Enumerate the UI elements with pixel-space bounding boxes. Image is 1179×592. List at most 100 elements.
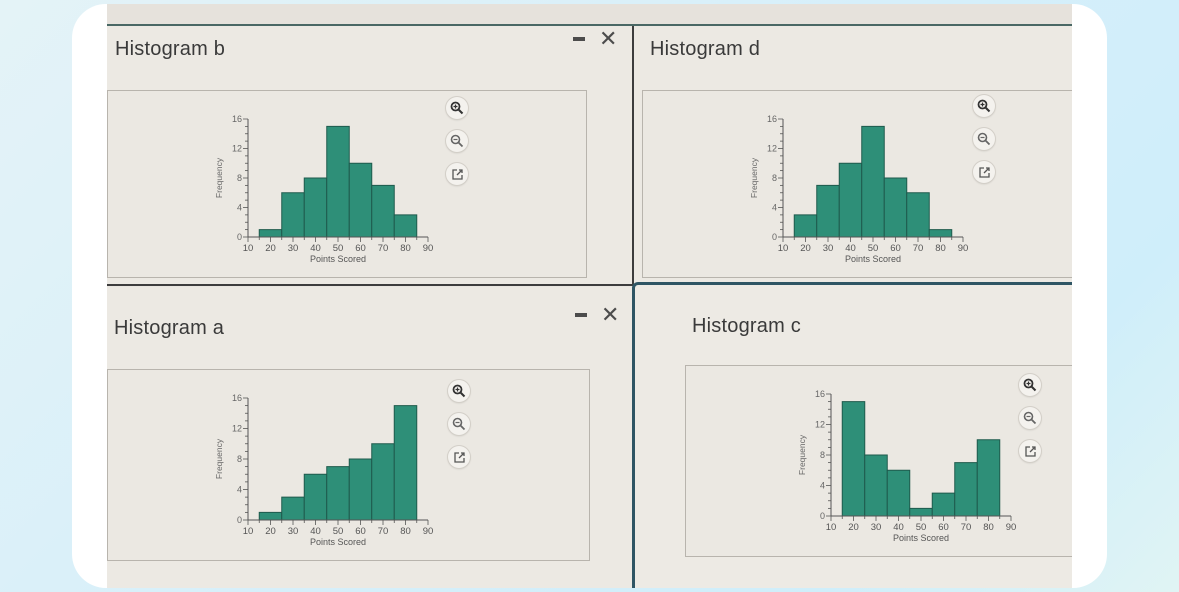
open-external-button[interactable] — [973, 161, 995, 183]
zoom-out-button[interactable] — [446, 130, 468, 152]
histogram-bar — [864, 454, 888, 517]
zoom-out-icon — [450, 134, 464, 148]
panel-histogram-b: Histogram b ✕ 0 4 8 12 16 10 20 30 40 50 60 70 80 90 P… — [107, 26, 633, 284]
x-tick-label: 50 — [333, 243, 344, 254]
x-tick-label: 20 — [800, 243, 811, 254]
histogram-bar — [258, 511, 283, 521]
histogram-bar — [258, 229, 283, 238]
histogram-bar — [348, 458, 373, 521]
close-button[interactable]: ✕ — [601, 302, 620, 327]
zoom-out-icon — [452, 417, 466, 431]
x-tick-label: 30 — [288, 526, 299, 537]
y-tick-label: 8 — [820, 450, 825, 460]
close-button[interactable]: ✕ — [599, 26, 618, 51]
histogram-bar — [928, 229, 953, 238]
histogram-bar — [883, 177, 908, 238]
x-tick-label: 70 — [913, 243, 924, 254]
histogram-bar — [909, 507, 933, 517]
histogram-chart-c: 0 4 8 12 16 10 20 30 40 50 60 70 80 90 Points Scored Fr… — [797, 389, 1017, 543]
histogram-bar — [906, 192, 930, 238]
zoom-out-button[interactable] — [448, 413, 470, 435]
y-tick-label: 0 — [237, 232, 242, 242]
histogram-bar — [326, 125, 350, 238]
chart-tools — [973, 95, 995, 183]
window-controls: ✕ — [575, 304, 619, 326]
histogram-bar — [838, 162, 863, 238]
y-tick-label: 12 — [767, 144, 777, 154]
histogram-bar — [303, 473, 328, 521]
y-axis-label: Frequency — [214, 157, 224, 198]
panel-title: Histogram b — [115, 38, 226, 60]
x-tick-label: 90 — [423, 243, 434, 254]
x-tick-label: 80 — [983, 522, 994, 533]
panel-histogram-a: Histogram a ✕ 0 4 8 12 16 10 20 30 40 50 60 70 80 90 P… — [107, 287, 632, 588]
zoom-in-button[interactable] — [448, 380, 470, 402]
y-tick-label: 12 — [815, 420, 825, 430]
screen-photo: Histogram b ✕ 0 4 8 12 16 10 20 30 40 50 60 70 80 90 P… — [107, 4, 1072, 588]
x-tick-label: 70 — [961, 522, 972, 533]
open-external-icon — [451, 168, 463, 180]
y-tick-label: 16 — [767, 114, 777, 124]
histogram-chart-a: 0 4 8 12 16 10 20 30 40 50 60 70 80 90 Points Scored Fr… — [214, 393, 433, 547]
open-external-button[interactable] — [446, 163, 468, 185]
x-axis-label: Points Scored — [893, 533, 949, 543]
open-external-icon — [978, 166, 990, 178]
x-tick-label: 70 — [378, 526, 389, 537]
screenshot-card: Histogram b ✕ 0 4 8 12 16 10 20 30 40 50 60 70 80 90 P… — [72, 4, 1107, 588]
histogram-bar — [816, 184, 840, 238]
x-tick-label: 30 — [288, 243, 299, 254]
zoom-in-icon — [450, 101, 464, 115]
x-tick-label: 40 — [893, 522, 904, 533]
y-tick-label: 4 — [772, 203, 777, 213]
zoom-out-button[interactable] — [1019, 407, 1041, 429]
x-tick-label: 90 — [1006, 522, 1017, 533]
open-external-button[interactable] — [1019, 440, 1041, 462]
zoom-out-icon — [1023, 411, 1037, 425]
chart-container: 0 4 8 12 16 10 20 30 40 50 60 70 80 90 Points Scored Fr… — [685, 365, 1072, 557]
x-tick-label: 20 — [265, 243, 276, 254]
zoom-in-icon — [452, 384, 466, 398]
x-tick-label: 50 — [868, 243, 879, 254]
y-tick-label: 8 — [237, 454, 242, 464]
y-tick-label: 4 — [820, 481, 825, 491]
histogram-bar — [861, 125, 885, 238]
chart-tools — [1019, 374, 1041, 462]
x-tick-label: 20 — [848, 522, 859, 533]
y-axis-label: Frequency — [214, 438, 224, 479]
zoom-out-icon — [977, 132, 991, 146]
zoom-out-button[interactable] — [973, 128, 995, 150]
x-axis-label: Points Scored — [310, 537, 366, 547]
zoom-in-button[interactable] — [446, 97, 468, 119]
y-tick-label: 12 — [232, 144, 242, 154]
chart-container: 0 4 8 12 16 10 20 30 40 50 60 70 80 90 Points Scored Fr… — [642, 90, 1072, 278]
minimize-button[interactable] — [573, 37, 585, 41]
top-strip — [107, 4, 1072, 26]
zoom-in-button[interactable] — [973, 95, 995, 117]
histogram-bar — [793, 214, 818, 238]
x-tick-label: 40 — [310, 526, 321, 537]
histogram-bar — [954, 462, 978, 517]
x-axis-label: Points Scored — [845, 254, 901, 264]
zoom-in-button[interactable] — [1019, 374, 1041, 396]
histogram-bar — [393, 214, 418, 238]
panel-title: Histogram a — [114, 317, 225, 339]
x-tick-label: 80 — [400, 526, 411, 537]
x-tick-label: 50 — [333, 526, 344, 537]
x-tick-label: 70 — [378, 243, 389, 254]
chart-container: 0 4 8 12 16 10 20 30 40 50 60 70 80 90 Points Scored Fr… — [107, 369, 590, 561]
histogram-chart-b: 0 4 8 12 16 10 20 30 40 50 60 70 80 90 Points Scored Fr… — [214, 114, 434, 264]
panel-title: Histogram c — [692, 315, 801, 337]
minimize-button[interactable] — [575, 313, 587, 317]
histogram-bar — [886, 469, 911, 517]
open-external-button[interactable] — [448, 446, 470, 468]
y-axis-label: Frequency — [797, 434, 807, 475]
y-tick-label: 4 — [237, 203, 242, 213]
panel-histogram-c: Histogram c 0 4 8 12 16 10 20 30 40 50 60 70 80 90 Poi… — [632, 282, 1072, 588]
x-tick-label: 10 — [778, 243, 789, 254]
y-tick-label: 16 — [232, 393, 242, 403]
y-tick-label: 8 — [237, 173, 242, 183]
panel-divider — [632, 26, 634, 284]
x-tick-label: 10 — [243, 526, 254, 537]
x-tick-label: 40 — [845, 243, 856, 254]
x-axis-label: Points Scored — [310, 254, 366, 264]
